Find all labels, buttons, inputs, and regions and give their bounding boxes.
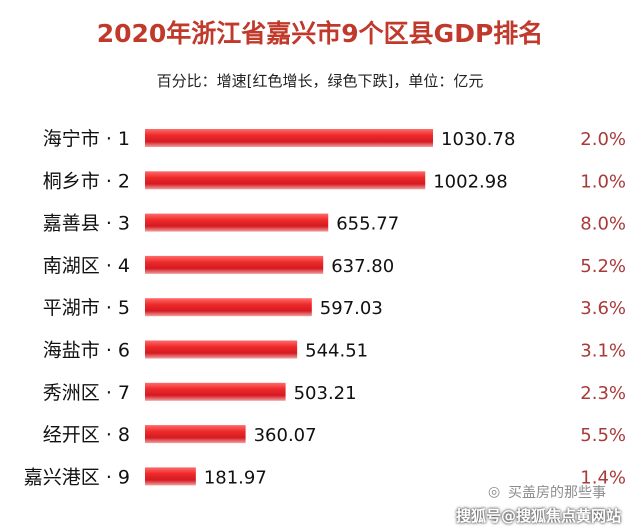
value-label: 360.07	[254, 425, 317, 446]
value-label: 181.97	[204, 467, 267, 488]
category-label: 嘉善县 · 3	[43, 213, 130, 235]
growth-label: 1.4%	[580, 467, 626, 488]
bar	[145, 213, 329, 232]
growth-label: 5.5%	[580, 425, 626, 446]
value-label: 503.21	[294, 383, 357, 404]
category-label: 南湖区 · 4	[43, 255, 130, 277]
value-label: 544.51	[305, 341, 368, 362]
category-label: 平湖市 · 5	[43, 297, 130, 319]
chart-subtitle: 百分比：增速[红色增长，绿色下跌]，单位：亿元	[156, 72, 484, 90]
growth-label: 5.2%	[580, 256, 626, 277]
category-label: 桐乡市 · 2	[43, 170, 130, 192]
bar	[145, 255, 324, 274]
bar	[145, 467, 196, 486]
growth-label: 2.3%	[580, 383, 626, 404]
category-label: 经开区 · 8	[43, 424, 130, 446]
chart-title: 2020年浙江省嘉兴市9个区县GDP排名	[96, 19, 544, 48]
growth-label: 8.0%	[580, 214, 626, 235]
category-label: 秀洲区 · 7	[43, 382, 130, 404]
bar	[145, 129, 433, 147]
growth-label: 1.0%	[580, 171, 626, 192]
category-label: 海宁市 · 1	[43, 128, 130, 150]
bar	[145, 298, 312, 317]
watermark-site: 搜狐号@搜狐焦点黄网站	[456, 507, 622, 525]
wechat-icon: ◎	[488, 484, 501, 500]
category-label: 海盐市 · 6	[43, 340, 130, 362]
value-label: 1030.78	[441, 129, 515, 150]
bar	[145, 340, 298, 359]
category-label: 嘉兴港区 · 9	[24, 466, 130, 488]
value-label: 637.80	[331, 256, 394, 277]
growth-label: 2.0%	[580, 129, 626, 150]
bar	[145, 425, 246, 444]
growth-label: 3.1%	[580, 341, 626, 362]
value-label: 597.03	[320, 298, 383, 319]
growth-label: 3.6%	[580, 298, 626, 319]
value-label: 655.77	[336, 214, 399, 235]
watermark-author: 买盖房的那些事	[508, 485, 606, 501]
bar	[145, 171, 426, 190]
bar	[145, 382, 286, 401]
value-label: 1002.98	[433, 171, 507, 192]
